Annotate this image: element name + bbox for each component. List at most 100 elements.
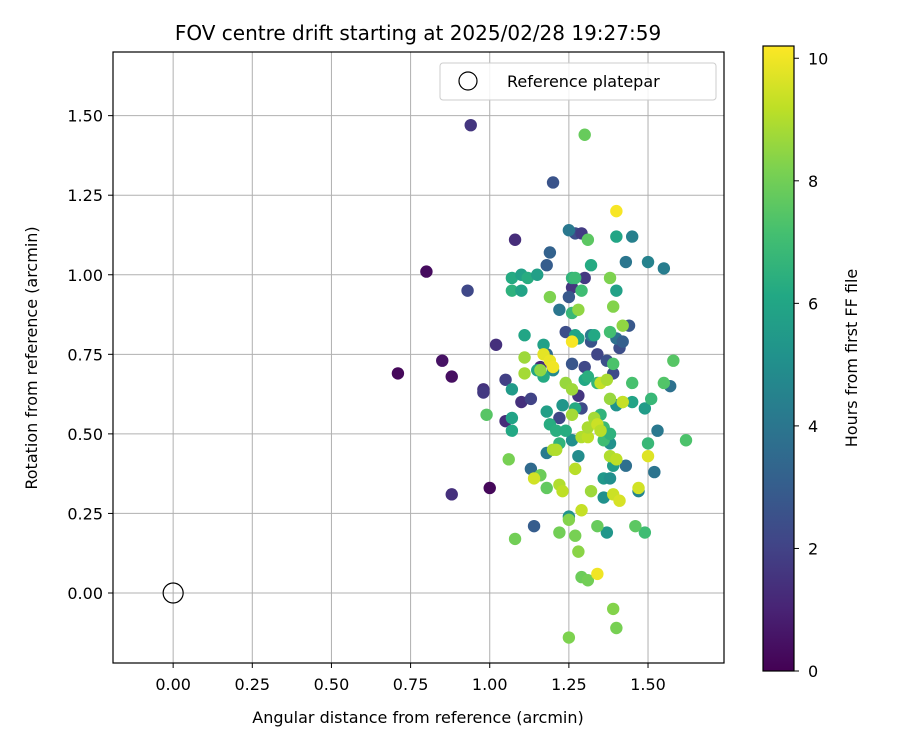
data-point [565,383,579,396]
data-point [546,360,560,374]
data-point [461,284,474,297]
y-axis-label: Rotation from reference (arcmin) [22,226,41,489]
data-point [572,449,585,463]
data-point [597,491,610,504]
data-point [531,268,544,281]
y-tick-label: 0.00 [67,584,103,603]
data-point [625,395,639,409]
data-point [600,526,614,539]
data-point [543,246,557,259]
data-point [562,631,576,644]
data-point [540,481,553,495]
data-point [610,621,623,635]
data-point [505,383,519,396]
data-point [565,408,579,421]
data-point [591,567,604,581]
colorbar-label: Hours from first FF file [842,269,861,448]
data-point [565,281,579,294]
data-point [591,348,604,361]
data-point [550,424,563,437]
legend: Reference platepar [439,62,717,101]
data-point [505,284,519,297]
data-point [515,395,528,409]
data-point [679,434,693,447]
data-point [550,443,563,456]
data-point [616,395,629,409]
colorbar-tick-label: 4 [808,417,818,436]
data-point [629,519,642,533]
data-point [603,271,617,285]
data-point [553,303,566,316]
x-axis-label: Angular distance from reference (arcmin) [252,708,583,727]
data-point [581,430,595,444]
data-point [420,265,433,278]
data-point [559,424,572,437]
x-tick-label: 1.50 [630,675,666,694]
data-point [521,271,534,285]
y-axis-ticks: 0.00 0.25 0.50 0.75 1.00 1.25 1.50 [67,107,113,603]
x-tick-label: 0.75 [393,675,429,694]
data-point [480,408,493,421]
data-point [569,462,582,476]
data-point [559,325,572,339]
data-point [616,335,629,348]
reference-platepar-marker [162,582,184,604]
data-point [524,392,538,406]
data-point [546,176,560,189]
data-point [648,465,661,479]
x-tick-label: 0.00 [155,675,191,694]
data-point [584,259,598,272]
x-tick-label: 0.25 [234,675,270,694]
data-point [606,300,620,313]
data-point [638,402,652,415]
data-point [603,427,617,441]
data-point [562,290,576,304]
data-point [524,462,538,476]
data-point [584,484,598,498]
data-point [578,128,591,141]
y-tick-label: 0.50 [67,425,103,444]
data-point [638,526,652,539]
data-point [578,271,591,285]
data-point [575,504,588,517]
data-point [436,354,449,367]
data-point [537,338,550,351]
data-point [508,233,522,246]
y-tick-label: 1.00 [67,266,103,285]
x-axis-ticks: 0.00 0.25 0.50 0.75 1.00 1.25 1.50 [155,663,666,694]
data-point [508,532,522,546]
x-tick-label: 1.25 [551,675,587,694]
x-tick-label: 1.00 [472,675,508,694]
data-point [619,255,633,269]
data-point [616,319,629,332]
data-point [588,329,601,342]
data-point [445,370,458,383]
data-point [632,481,645,495]
data-point [641,437,655,450]
chart-title: FOV centre drift starting at 2025/02/28 … [175,21,661,45]
data-point [565,335,579,348]
data-point [464,118,477,132]
data-point [572,545,585,558]
data-point [569,529,582,542]
data-point [619,459,633,472]
grid-lines [113,52,724,663]
data-point [477,386,490,399]
data-point [657,262,671,275]
data-point [540,405,553,418]
data-point [489,338,503,351]
data-point [603,392,617,406]
data-point [625,376,639,390]
data-point [610,230,623,243]
data-point [391,367,405,380]
y-tick-label: 1.50 [67,107,103,126]
data-point [518,351,531,364]
data-point [505,411,519,425]
data-point [553,411,566,425]
data-point [534,364,547,377]
data-point [657,376,671,390]
colorbar [762,45,795,672]
data-point [603,325,617,339]
data-point [483,481,496,495]
